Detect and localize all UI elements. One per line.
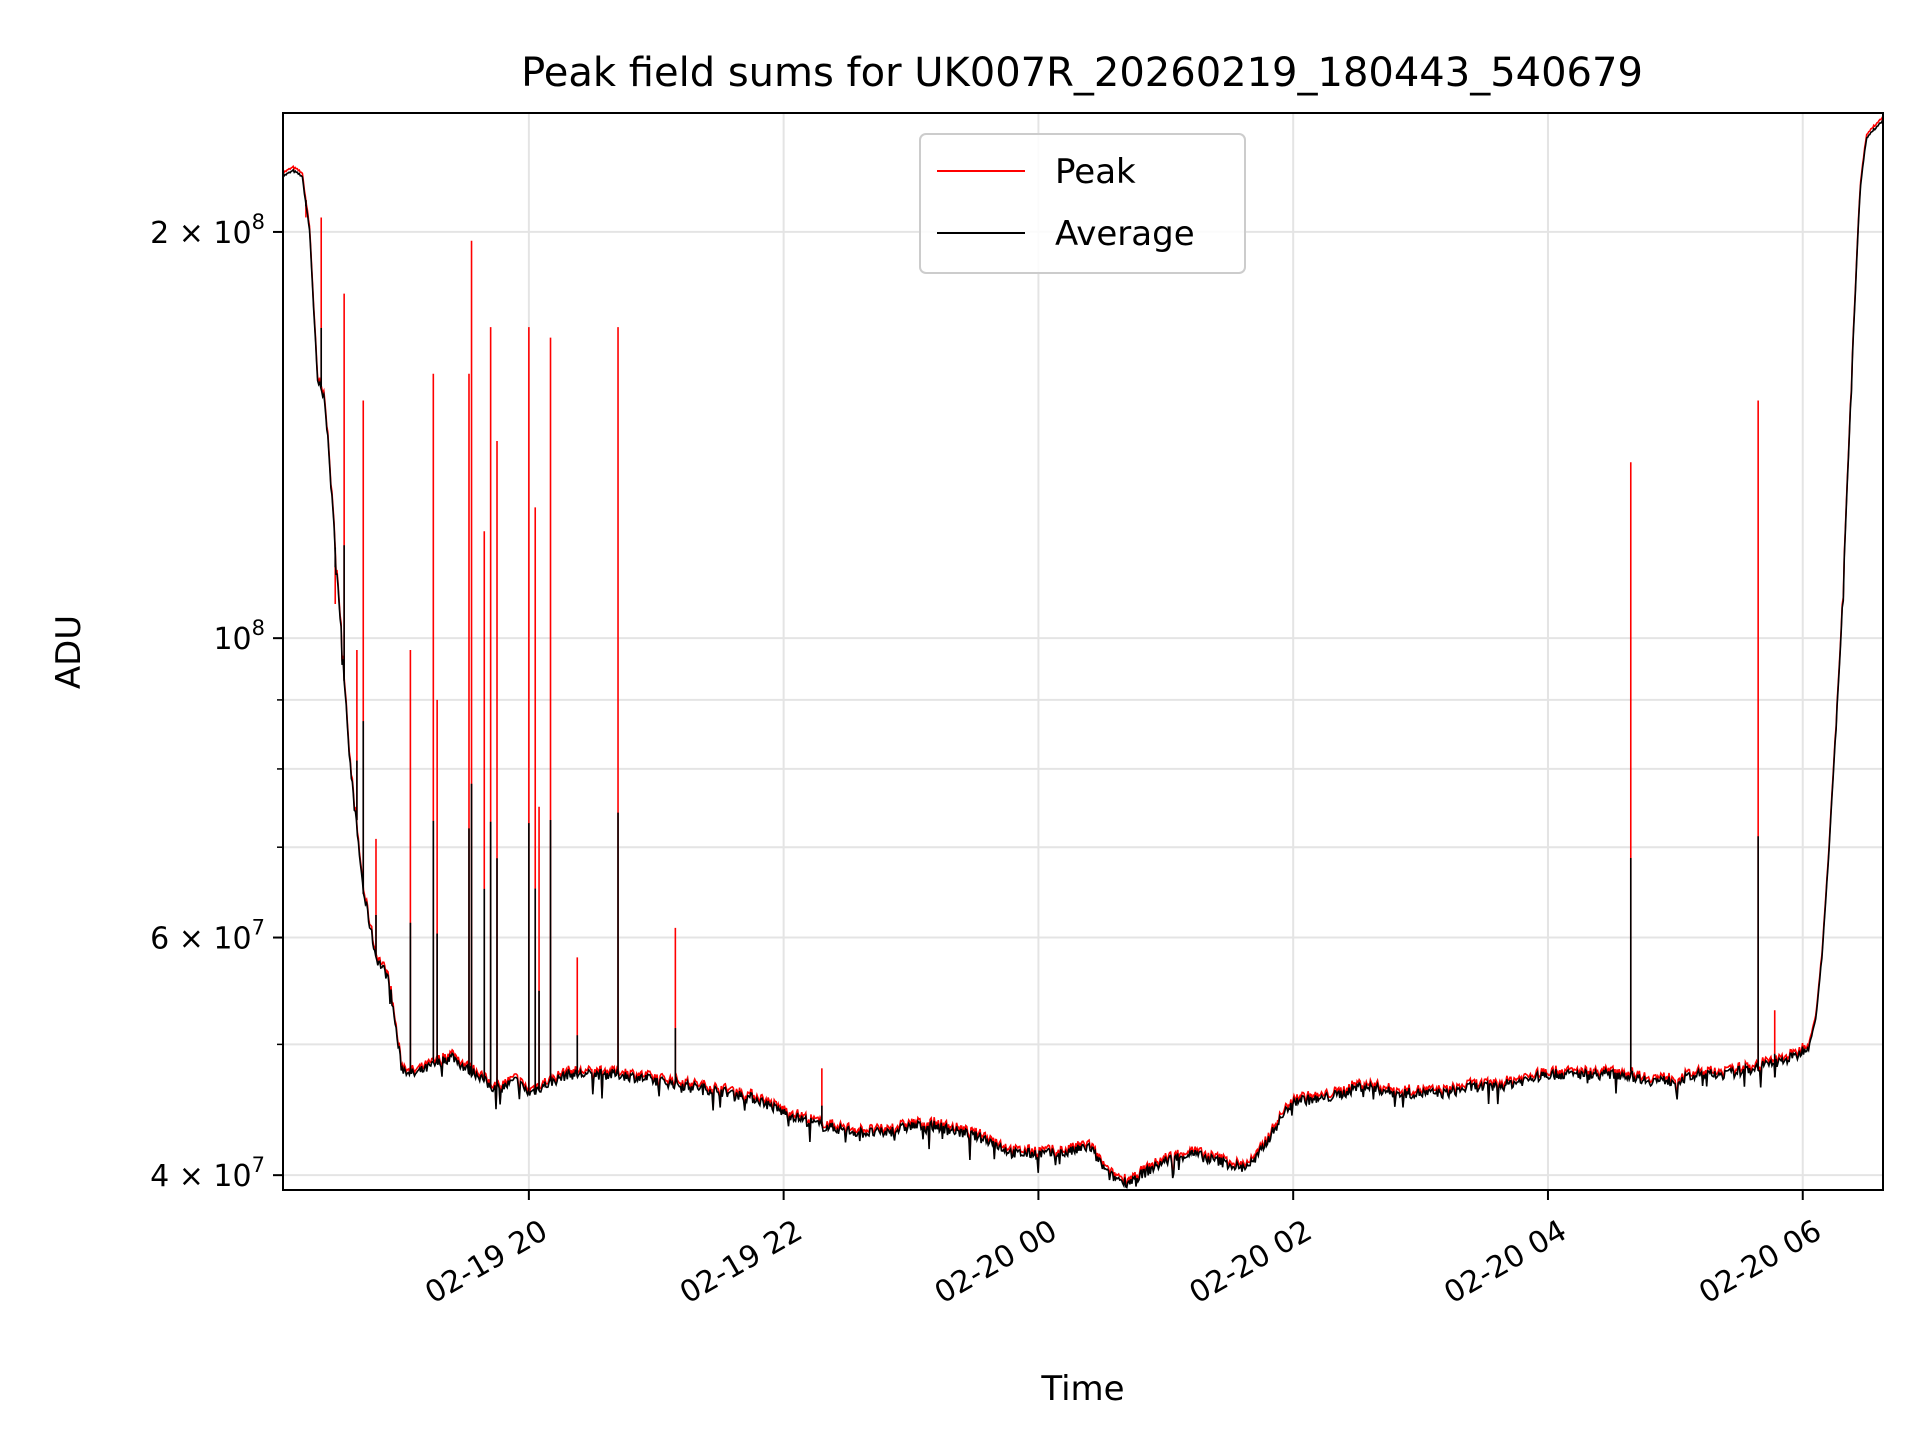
- y-tick-label: 4 × 107: [150, 1153, 265, 1194]
- average-line: [282, 119, 1884, 1189]
- y-axis: 4 × 107 6 × 107 108 2 × 108: [150, 210, 283, 1194]
- legend: Peak Average: [919, 133, 1246, 274]
- y-tick-label: 2 × 108: [150, 210, 265, 251]
- y-axis-label: ADU: [49, 615, 89, 689]
- chart-title: Peak field sums for UK007R_20260219_1804…: [521, 50, 1643, 96]
- average-series: [282, 119, 1884, 1189]
- plot-frame: [282, 112, 1884, 1191]
- legend-peak-label: Peak: [1055, 152, 1136, 192]
- y-tick-label: 108: [213, 616, 265, 657]
- x-axis-label: Time: [1040, 1369, 1124, 1409]
- legend-average-label: Average: [1055, 214, 1195, 254]
- y-tick-label: 6 × 107: [150, 916, 265, 957]
- legend-box: [919, 133, 1246, 274]
